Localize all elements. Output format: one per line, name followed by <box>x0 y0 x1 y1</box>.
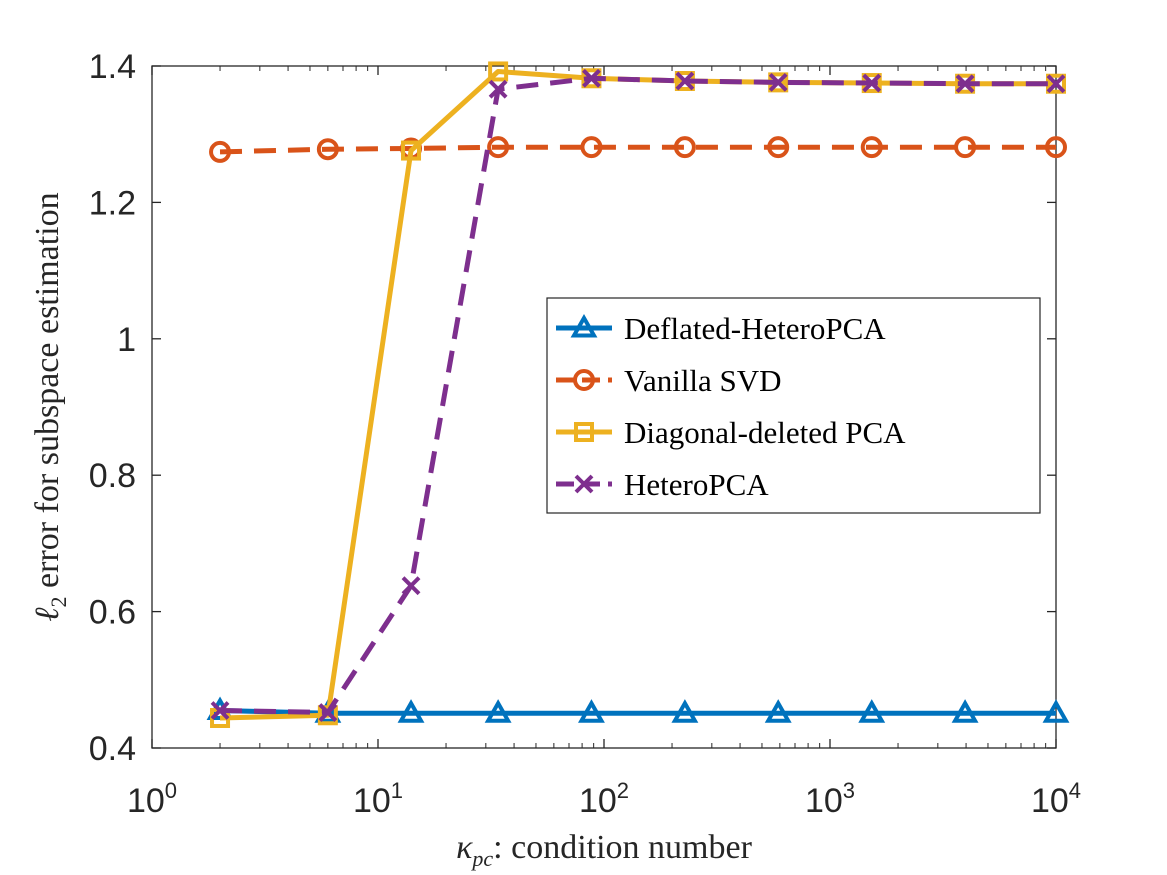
data-point-vanilla-svd <box>487 136 510 159</box>
legend-item-heteropca: HeteroPCA <box>556 467 769 502</box>
y-axis-label: ℓ2 error for subspace estimation <box>29 192 71 621</box>
series-line-vanilla-svd <box>219 144 1056 155</box>
data-point-diagonal-deleted-pca <box>317 705 338 726</box>
legend: Deflated-HeteroPCA Vanilla SVD Diagonal-de… <box>546 297 1041 514</box>
series-heteropca <box>210 68 1066 722</box>
series-line-deflated-heteropca <box>219 708 1056 716</box>
legend-item-deflated-heteropca: Deflated-HeteroPCA <box>556 311 886 346</box>
y-tick-label: 1 <box>117 321 136 359</box>
data-point-vanilla-svd <box>954 136 977 159</box>
data-point-heteropca <box>768 72 788 92</box>
x-tick-label: 100 <box>127 778 177 820</box>
data-point-deflated-heteropca <box>951 699 979 723</box>
legend-label: HeteroPCA <box>624 467 769 502</box>
data-point-deflated-heteropca <box>484 699 512 723</box>
data-point-vanilla-svd <box>673 136 696 159</box>
data-point-heteropca <box>955 74 975 94</box>
data-point-deflated-heteropca <box>858 699 886 723</box>
series-vanilla-svd <box>209 136 1067 163</box>
y-tick-label: 0.4 <box>89 730 136 768</box>
legend-item-vanilla-svd: Vanilla SVD <box>556 363 782 398</box>
legend-label: Deflated-HeteroPCA <box>624 311 886 346</box>
legend-marker <box>574 474 594 494</box>
legend-entries: Deflated-HeteroPCA Vanilla SVD Diagonal-de… <box>556 311 906 502</box>
data-point-vanilla-svd <box>1045 136 1067 159</box>
data-point-deflated-heteropca <box>764 699 792 723</box>
legend-marker <box>574 422 594 442</box>
data-point-deflated-heteropca <box>397 699 425 723</box>
data-point-heteropca <box>675 71 695 91</box>
data-point-vanilla-svd <box>316 138 339 161</box>
x-axis-label: κpc: condition number <box>456 829 753 871</box>
legend-label: Diagonal-deleted PCA <box>624 415 906 450</box>
data-point-diagonal-deleted-pca <box>1046 73 1066 94</box>
x-axis-ticks: 100 101 102 103 104 <box>127 66 1081 820</box>
data-point-vanilla-svd <box>209 140 232 163</box>
y-tick-label: 1.2 <box>89 184 136 222</box>
data-point-heteropca <box>401 576 421 596</box>
series-layer <box>206 61 1070 728</box>
data-point-vanilla-svd <box>767 136 790 159</box>
data-point-deflated-heteropca <box>671 699 699 723</box>
data-point-heteropca <box>318 703 338 722</box>
x-tick-label: 102 <box>579 778 629 820</box>
y-axis-ticks: 0.4 0.6 0.8 1 1.2 1.4 <box>89 48 1056 768</box>
y-tick-label: 0.8 <box>89 457 136 495</box>
y-tick-label: 1.4 <box>89 48 136 86</box>
y-tick-label: 0.6 <box>89 594 136 632</box>
data-point-heteropca <box>582 68 601 88</box>
data-point-heteropca <box>210 701 230 720</box>
data-point-heteropca <box>488 79 508 99</box>
legend-marker <box>573 369 595 391</box>
legend-box <box>546 297 1041 514</box>
series-line-heteropca <box>219 75 1056 715</box>
data-point-diagonal-deleted-pca <box>488 61 509 82</box>
data-point-heteropca <box>1046 74 1066 94</box>
legend-marker <box>570 313 598 338</box>
x-tick-label: 101 <box>353 778 403 820</box>
data-point-diagonal-deleted-pca <box>401 140 422 161</box>
x-tick-label: 104 <box>1031 778 1081 820</box>
data-point-vanilla-svd <box>860 136 883 159</box>
legend-item-diagonal-deleted-pca: Diagonal-deleted PCA <box>556 415 906 450</box>
data-point-deflated-heteropca <box>1042 699 1070 723</box>
data-point-heteropca <box>862 73 882 93</box>
data-point-vanilla-svd <box>580 136 603 159</box>
x-tick-label: 103 <box>805 778 855 820</box>
data-point-deflated-heteropca <box>578 699 605 723</box>
legend-label: Vanilla SVD <box>624 363 782 398</box>
